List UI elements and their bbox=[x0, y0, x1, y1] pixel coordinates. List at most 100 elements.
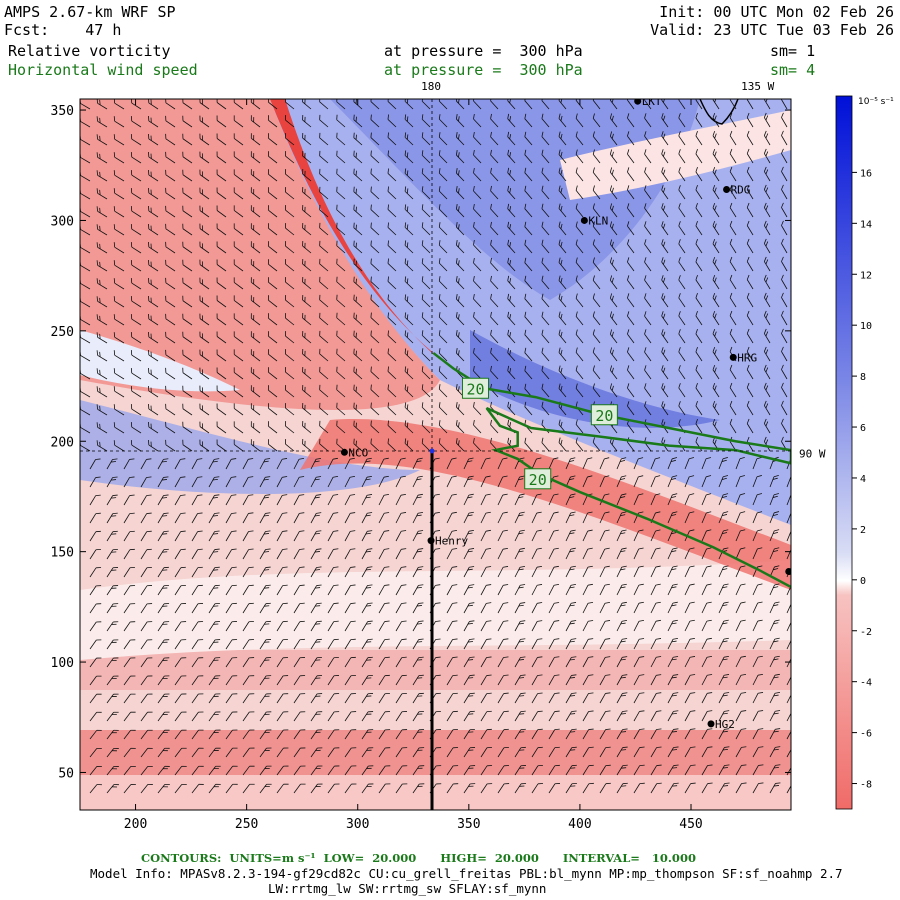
wind-barb bbox=[96, 440, 108, 452]
wind-barb bbox=[242, 530, 254, 542]
wind-barb bbox=[746, 256, 754, 272]
wind-barb bbox=[242, 639, 255, 650]
wind-barb bbox=[404, 258, 414, 272]
wind-barb bbox=[541, 275, 550, 290]
wind-barb bbox=[378, 566, 390, 578]
wind-barb bbox=[208, 602, 220, 614]
wind-barb bbox=[89, 567, 102, 578]
wind-barb bbox=[507, 99, 516, 110]
wind-barb bbox=[455, 258, 465, 272]
wind-barb bbox=[319, 114, 329, 128]
wind-barb bbox=[667, 692, 679, 704]
wind-barb bbox=[421, 114, 431, 128]
wind-barb bbox=[565, 638, 577, 650]
wind-barb bbox=[225, 621, 237, 632]
wind-barb bbox=[191, 657, 204, 668]
wind-barb bbox=[302, 240, 312, 254]
wind-barb bbox=[446, 566, 458, 578]
wind-barb bbox=[165, 367, 176, 380]
wind-barb bbox=[293, 530, 305, 542]
wind-barb bbox=[353, 222, 363, 236]
wind-barb bbox=[473, 239, 482, 254]
wind-barb bbox=[302, 312, 312, 326]
wind-barb bbox=[319, 276, 329, 290]
wind-barb bbox=[616, 547, 627, 560]
wind-barb bbox=[216, 277, 227, 290]
wind-barb bbox=[661, 365, 669, 380]
wind-barb bbox=[582, 620, 594, 632]
wind-barb bbox=[293, 494, 305, 506]
wind-barb bbox=[712, 328, 720, 344]
wind-barb bbox=[746, 99, 754, 110]
wind-barb bbox=[729, 292, 737, 308]
wind-barb bbox=[378, 584, 390, 596]
wind-barb bbox=[592, 347, 601, 362]
wind-barb bbox=[404, 132, 414, 146]
wind-barb bbox=[216, 241, 227, 254]
wind-barb bbox=[148, 241, 159, 254]
wind-barb bbox=[276, 548, 288, 560]
wind-barb bbox=[490, 113, 499, 128]
wind-barb bbox=[89, 548, 101, 560]
wind-barb bbox=[463, 674, 475, 686]
x-tick-label: 300 bbox=[346, 817, 369, 832]
wind-barb bbox=[267, 205, 278, 218]
wind-barb bbox=[763, 346, 771, 362]
wind-barb bbox=[667, 583, 678, 596]
wind-barb bbox=[157, 729, 170, 740]
wind-barb bbox=[616, 511, 627, 524]
wind-barb bbox=[225, 639, 238, 650]
wind-barb bbox=[497, 692, 509, 704]
wind-barb bbox=[514, 493, 525, 506]
wind-barb bbox=[695, 149, 703, 164]
wind-barb bbox=[157, 675, 170, 686]
wind-barb bbox=[165, 115, 176, 128]
wind-barb bbox=[455, 168, 465, 182]
station-marker bbox=[707, 720, 715, 728]
wind-barb bbox=[781, 382, 788, 398]
wind-barb bbox=[302, 384, 312, 398]
wind-barb bbox=[781, 364, 788, 380]
wind-barb bbox=[285, 259, 295, 272]
station-marker bbox=[340, 448, 348, 456]
wind-barb bbox=[130, 278, 142, 290]
wind-barb bbox=[96, 242, 108, 254]
wind-barb bbox=[276, 530, 288, 542]
wind-barb bbox=[182, 421, 193, 434]
wind-barb bbox=[310, 711, 323, 722]
wind-barb bbox=[735, 673, 747, 686]
wind-barb bbox=[302, 222, 312, 236]
wind-barb bbox=[140, 693, 153, 704]
wind-barb bbox=[480, 475, 491, 488]
wind-barb bbox=[113, 170, 125, 182]
wind-barb bbox=[438, 276, 448, 290]
wind-barb bbox=[786, 474, 791, 488]
wind-barb bbox=[421, 294, 431, 308]
wind-barb bbox=[541, 311, 550, 326]
colorbar-tick-label: 10 bbox=[860, 321, 872, 332]
wind-barb bbox=[599, 710, 611, 722]
wind-barb bbox=[96, 188, 108, 200]
wind-barb bbox=[565, 674, 577, 686]
wind-barb bbox=[582, 475, 593, 488]
wind-barb bbox=[250, 187, 261, 200]
station-label: RDG bbox=[731, 184, 751, 197]
wind-barb bbox=[575, 185, 584, 200]
wind-barb bbox=[106, 711, 119, 722]
wind-barb bbox=[191, 458, 203, 470]
wind-barb bbox=[446, 692, 458, 704]
x-tick-label: 350 bbox=[457, 817, 480, 832]
wind-barb bbox=[609, 185, 618, 200]
wind-barb bbox=[531, 674, 543, 686]
wind-barb bbox=[336, 240, 346, 254]
wind-barb bbox=[233, 421, 244, 434]
wind-barb bbox=[395, 692, 407, 704]
wind-barb bbox=[644, 401, 652, 416]
wind-barb bbox=[421, 204, 431, 218]
station-marker bbox=[729, 353, 737, 361]
wind-barb bbox=[387, 168, 397, 182]
wind-barb bbox=[633, 583, 644, 596]
wind-barb bbox=[752, 493, 763, 506]
wind-barb bbox=[165, 259, 176, 272]
wind-barb bbox=[404, 438, 414, 452]
